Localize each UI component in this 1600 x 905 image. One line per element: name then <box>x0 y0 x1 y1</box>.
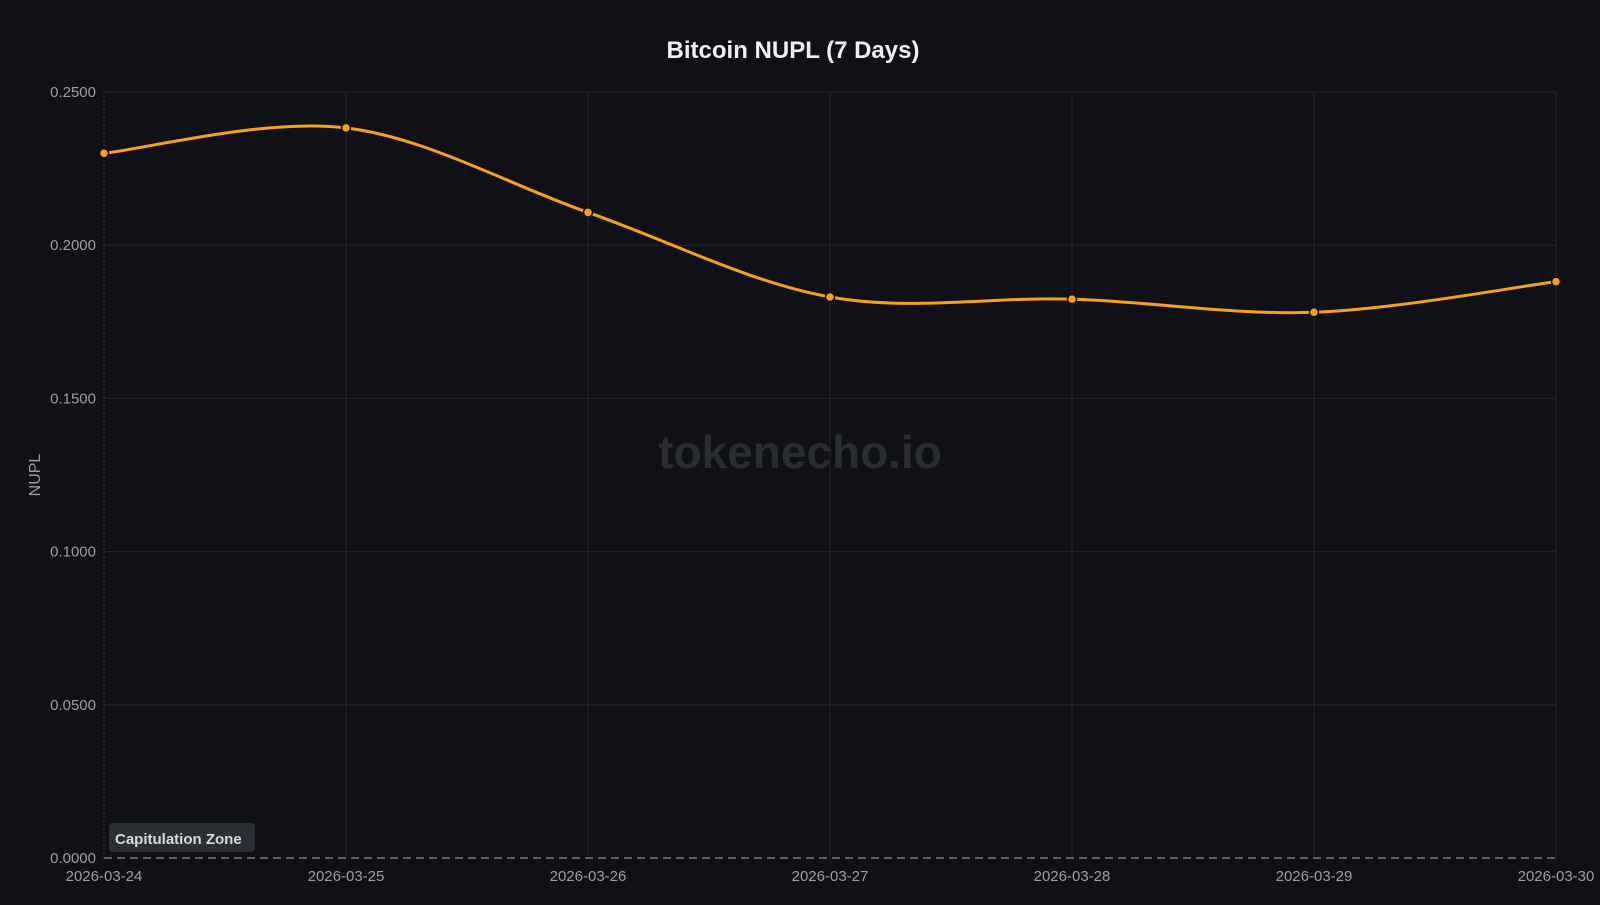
y-tick-label: 0.0500 <box>50 697 96 714</box>
capitulation-label-bg <box>109 823 255 852</box>
chart-title: Bitcoin NUPL (7 Days) <box>667 37 920 64</box>
capitulation-label: Capitulation Zone <box>115 831 242 848</box>
data-point <box>1550 276 1562 287</box>
data-point <box>340 122 352 134</box>
data-point <box>824 291 836 303</box>
y-tick-label: 0.2500 <box>50 84 96 101</box>
data-point <box>582 207 594 218</box>
x-tick-label: 2026-03-28 <box>1034 868 1111 885</box>
y-tick-label: 0.1500 <box>50 390 96 407</box>
x-tick-label: 2026-03-24 <box>66 868 143 885</box>
y-axis-label: NUPL <box>27 454 44 497</box>
watermark: tokenecho.io <box>658 426 942 478</box>
x-tick-label: 2026-03-30 <box>1518 868 1595 885</box>
data-point <box>1308 307 1320 318</box>
x-tick-label: 2026-03-29 <box>1276 868 1353 885</box>
y-tick-label: 0.2000 <box>50 237 96 254</box>
data-point <box>1066 293 1078 305</box>
y-tick-label: 0.1000 <box>50 544 96 561</box>
x-tick-label: 2026-03-25 <box>308 868 385 885</box>
y-tick-label: 0.0000 <box>50 850 96 867</box>
x-tick-label: 2026-03-26 <box>550 868 627 885</box>
x-tick-label: 2026-03-27 <box>792 868 869 885</box>
data-point <box>98 148 110 159</box>
